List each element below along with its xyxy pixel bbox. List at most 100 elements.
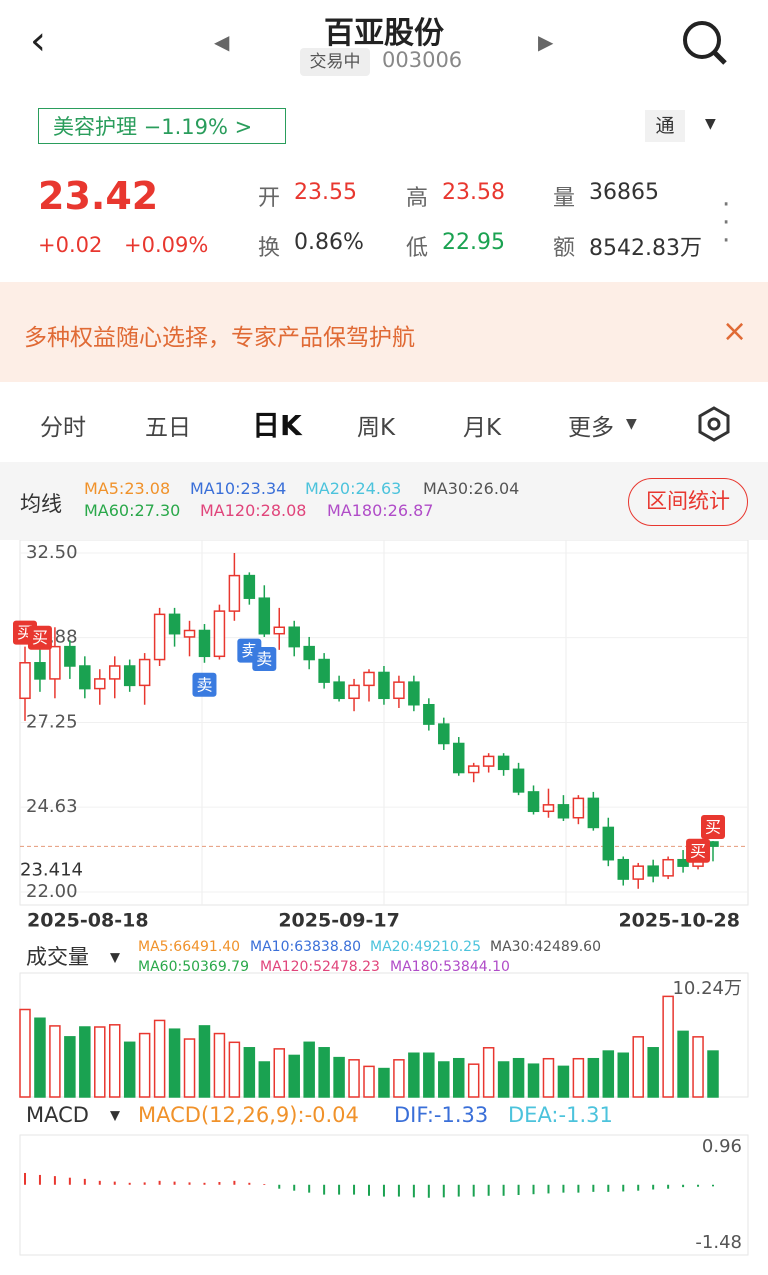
volume-legend: MA10:63838.80 [250,939,361,955]
volume-bar [677,1030,689,1098]
tab[interactable]: 更多 [568,415,614,441]
macd-dropdown: ▼ [110,1109,120,1124]
ma-item: MA20:24.63 [305,479,402,498]
candle-body [34,662,46,680]
search[interactable] [680,18,730,68]
macd-title: MACD [26,1103,89,1127]
cell-value: 8542.83万 [589,236,702,261]
ma-item: MA10:23.34 [190,479,287,498]
volume-legend: MA60:50369.79 [138,959,249,975]
macd-tick-label: 0.96 [702,1136,742,1157]
volume-bar [632,1036,644,1098]
candle-body [557,804,570,819]
candle-body [527,791,540,813]
volume-bar [423,1052,435,1098]
volume-bar [243,1047,256,1098]
volume-bar [79,1026,91,1098]
cell-value: 36865 [589,180,659,205]
volume-bar [123,1041,136,1098]
candle-body [243,574,256,599]
candle-body [348,684,360,700]
volume-bar [572,1057,585,1098]
candle-body [19,662,31,700]
volume-bar [662,995,674,1098]
cell-value: 23.55 [294,180,357,205]
candle-body [662,858,674,877]
volume-bar [512,1057,525,1098]
signal-box [27,625,52,650]
banner-close[interactable]: × [722,314,748,349]
signal-box [252,646,277,671]
volume-bar [542,1057,555,1098]
tab[interactable]: 五日 [145,415,191,441]
mode[interactable]: 通 [645,110,685,142]
cell-value: 0.86% [294,230,364,255]
volume-legend: MA30:42489.60 [490,939,601,955]
settings[interactable] [694,404,734,444]
candle-body [438,723,450,745]
candle-body [333,681,345,700]
code: 003006 [382,48,463,72]
tab[interactable]: 分时 [40,415,86,441]
tab[interactable]: 周K [357,415,396,441]
next[interactable]: ▶ [538,30,554,54]
volume-bar [438,1061,450,1098]
sector-tag[interactable]: 美容护理 −1.19% > [38,108,286,144]
candle-body [363,671,375,687]
volume-bar [482,1047,495,1098]
volume-bar [213,1032,226,1098]
ma-item: MA30:26.04 [423,479,520,498]
volume-bar [587,1057,600,1098]
title: 百亚股份 [324,16,444,51]
candle-body [378,671,390,700]
tab[interactable]: 月K [463,415,502,441]
signal-box [192,672,217,697]
candle-body [123,665,136,687]
volume-bar [497,1061,510,1098]
x-tick-label: 2025-09-17 [278,910,400,932]
sector-text: 美容护理 −1.19% [53,115,228,139]
volume-bar [333,1056,345,1098]
volume-bar [647,1047,659,1098]
candle-body [572,797,585,819]
volume-bar [183,1038,196,1098]
tab[interactable]: 日K [252,409,302,442]
volume-max-label: 10.24万 [672,978,742,999]
volume-bar [273,1048,286,1098]
volume-bar [527,1063,540,1098]
x-tick-label: 2025-08-18 [27,910,149,932]
volume-bar [348,1059,360,1098]
cell-label: 高 [406,186,429,211]
candle-body [79,665,91,690]
candle-body [452,742,465,774]
signal-label: 买 [690,841,706,860]
volume-bar [318,1047,330,1098]
range-stats[interactable]: 区间统计 [628,478,748,526]
signal-label: 买 [32,628,48,647]
candle-body [303,645,315,661]
ma-item: MA60:27.30 [84,501,181,520]
y-tick-label: 22.00 [26,881,78,902]
chart: 32.5029.8827.2524.6322.0023.414买买卖卖卖买买20… [13,540,749,1256]
prev[interactable]: ◀ [214,30,230,54]
candle-body [542,804,555,813]
volume-legend: MA20:49210.25 [370,939,481,955]
banner-text: 多种权益随心选择，专家产品保驾护航 [24,325,415,351]
candle-body [318,658,330,683]
candle-body [213,610,226,658]
cell-label: 量 [553,186,576,211]
volume-bar [94,1026,106,1098]
volume-bar [19,1008,31,1098]
volume-legend: MA120:52478.23 [260,959,380,975]
last-price-label: 23.414 [20,859,83,880]
candle-body [198,629,211,658]
candle-body [408,681,420,706]
candle-body [183,629,196,638]
volume-bar [288,1054,300,1098]
candle-body [64,645,76,667]
macd-legend: DIF:-1.33 [394,1103,488,1127]
candle-body [512,768,525,793]
cell-value: 23.58 [442,180,505,205]
more[interactable]: · · · [722,190,731,256]
back[interactable]: ‹ [30,18,46,64]
